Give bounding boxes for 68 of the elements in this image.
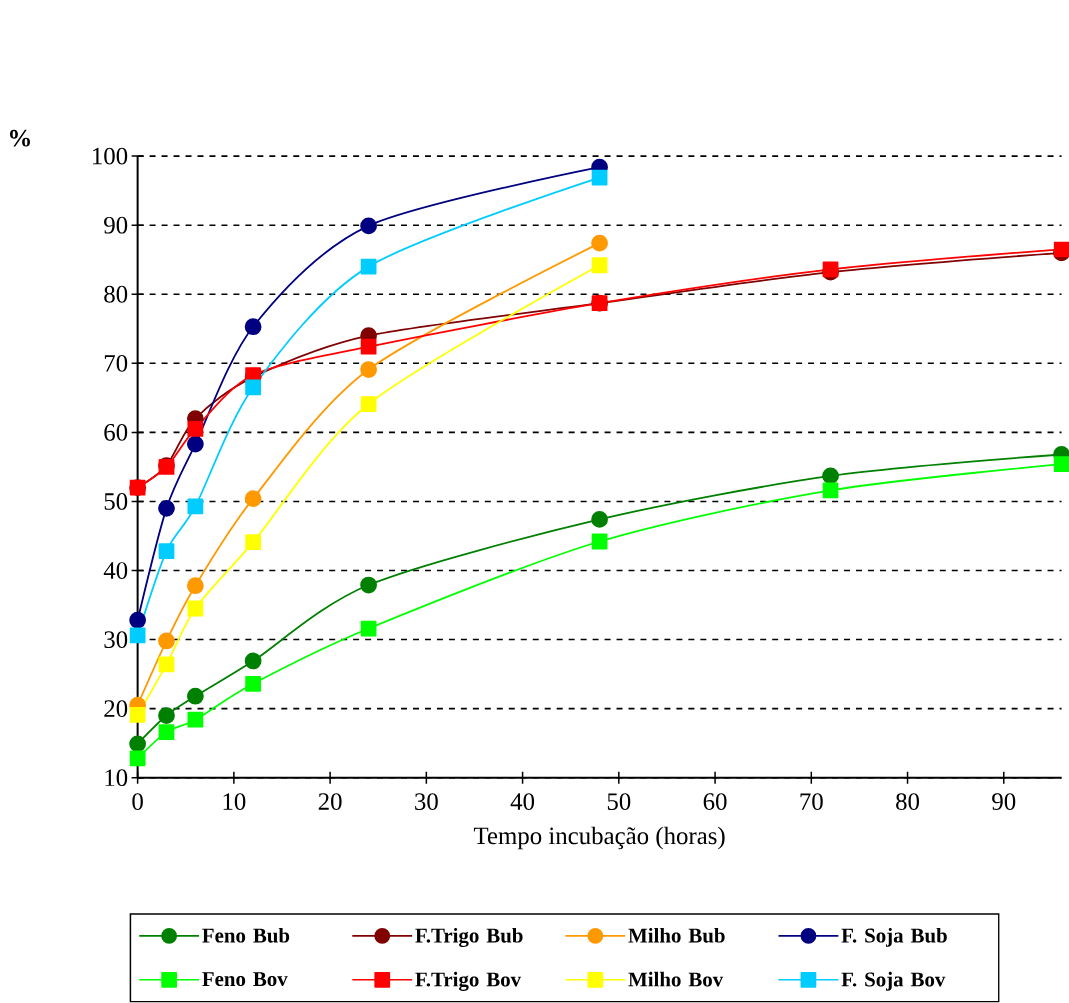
- x-tick-label: 0: [132, 793, 143, 811]
- point: [360, 396, 377, 413]
- x-tick-label: 20: [318, 793, 342, 811]
- legend-label: F.Trigo Bov: [415, 972, 522, 992]
- y-tick-label: 80: [104, 286, 128, 303]
- x-tick-label: 70: [800, 793, 823, 811]
- legend-label: F. Soja Bub: [841, 928, 947, 948]
- point: [244, 318, 262, 336]
- point: [244, 652, 262, 670]
- point: [129, 735, 147, 753]
- y-tick-label: 30: [104, 631, 128, 649]
- point: [591, 257, 608, 274]
- y-tick-label: 10: [105, 769, 128, 787]
- legend-label: Feno Bov: [202, 972, 288, 987]
- point: [186, 435, 204, 453]
- point: [158, 707, 175, 725]
- y-tick-label: 40: [103, 562, 128, 580]
- point: [129, 627, 146, 644]
- x-axis-title: Tempo incubação (horas): [473, 827, 725, 850]
- y-tick-label: 100: [93, 147, 128, 165]
- point: [360, 361, 377, 379]
- y-tick-label: 70: [104, 355, 128, 372]
- y-tick-label: 20: [104, 700, 128, 718]
- x-tick-label: 30: [415, 793, 438, 811]
- point: [591, 533, 608, 550]
- point: [129, 612, 147, 629]
- point: [158, 500, 175, 517]
- x-tick-label: 40: [510, 793, 535, 811]
- point: [187, 421, 204, 438]
- point: [158, 656, 175, 673]
- legend-label: Milho Bov: [628, 972, 724, 987]
- point: [187, 712, 204, 728]
- point: [591, 235, 608, 252]
- x-tick-label: 60: [703, 793, 727, 811]
- x-tick-label: 90: [992, 793, 1016, 811]
- y-axis-title: %: [10, 130, 30, 147]
- point: [360, 258, 377, 275]
- point: [591, 169, 608, 186]
- y-tick-label: 60: [104, 424, 128, 442]
- point: [245, 534, 261, 551]
- point: [187, 498, 204, 515]
- point: [822, 482, 839, 499]
- point: [186, 688, 204, 705]
- point: [129, 707, 146, 723]
- point: [245, 379, 261, 396]
- x-tick-label: 10: [223, 793, 246, 811]
- y-tick-label: 50: [104, 493, 128, 511]
- x-tick-label: 50: [607, 793, 631, 811]
- point: [245, 676, 261, 692]
- point: [129, 750, 146, 767]
- point: [187, 600, 204, 617]
- y-tick-label: 90: [104, 217, 128, 234]
- point: [822, 467, 839, 485]
- point: [360, 620, 377, 637]
- point: [158, 543, 175, 560]
- point: [360, 576, 377, 594]
- legend-label: F.Trigo Bub: [415, 928, 523, 948]
- point: [158, 724, 175, 741]
- point: [360, 339, 377, 355]
- point: [244, 490, 262, 508]
- point: [360, 217, 377, 235]
- point: [186, 577, 204, 595]
- legend-label: F. Soja Bov: [841, 972, 946, 991]
- point: [158, 632, 175, 650]
- point: [591, 511, 608, 529]
- x-tick-label: 80: [896, 793, 920, 811]
- legend-label: Feno Bub: [202, 928, 290, 943]
- legend-label: Milho Bub: [628, 928, 725, 943]
